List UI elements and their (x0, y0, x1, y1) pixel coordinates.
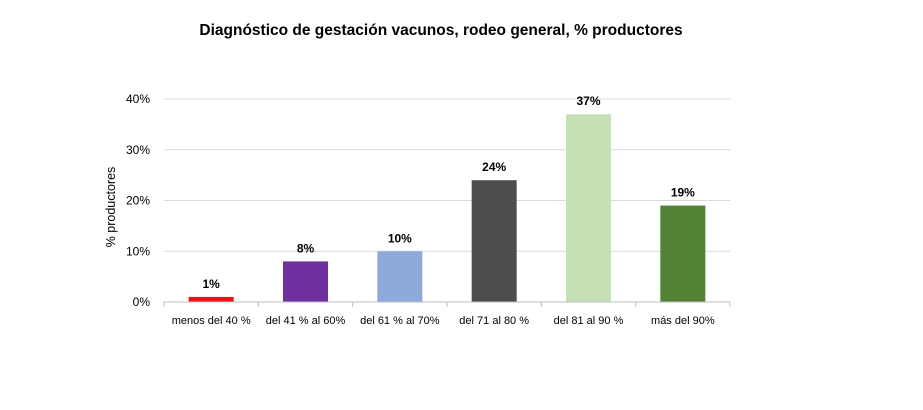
x-tick-label: menos del 40 % (172, 315, 251, 327)
bars (188, 114, 706, 302)
y-tick-labels: 0% 10% 20% 30% 40% (126, 92, 150, 309)
y-tick-label: 20% (126, 194, 150, 208)
chart-title: Diagnóstico de gestación vacunos, rodeo … (199, 22, 682, 39)
x-tick-label: del 41 % al 60% (266, 315, 346, 327)
bar (377, 251, 423, 302)
data-labels: 1% 8% 10% 24% 37% 19% (202, 94, 695, 291)
y-tick-label: 10% (126, 244, 150, 258)
data-label: 37% (576, 94, 600, 108)
data-label: 8% (297, 241, 315, 255)
y-axis-label: % productores (104, 167, 118, 248)
data-label: 24% (482, 160, 506, 174)
x-tick-label: del 61 % al 70% (360, 315, 440, 327)
x-tick-label: del 71 al 80 % (459, 315, 529, 327)
data-label: 10% (388, 231, 412, 245)
bar (283, 261, 328, 302)
data-label: 19% (671, 186, 695, 200)
bar (188, 296, 234, 302)
data-label: 1% (202, 277, 220, 291)
x-tick-label: del 81 al 90 % (554, 315, 624, 327)
bar (471, 180, 517, 302)
y-tick-label: 40% (126, 92, 150, 106)
y-tick-label: 0% (133, 295, 151, 309)
x-tick-labels: menos del 40 % del 41 % al 60% del 61 % al… (163, 302, 731, 327)
x-tick-label: más del 90% (651, 315, 715, 327)
y-tick-label: 30% (126, 143, 150, 157)
gridlines (164, 98, 730, 252)
bar (660, 205, 706, 302)
bar (566, 114, 611, 302)
